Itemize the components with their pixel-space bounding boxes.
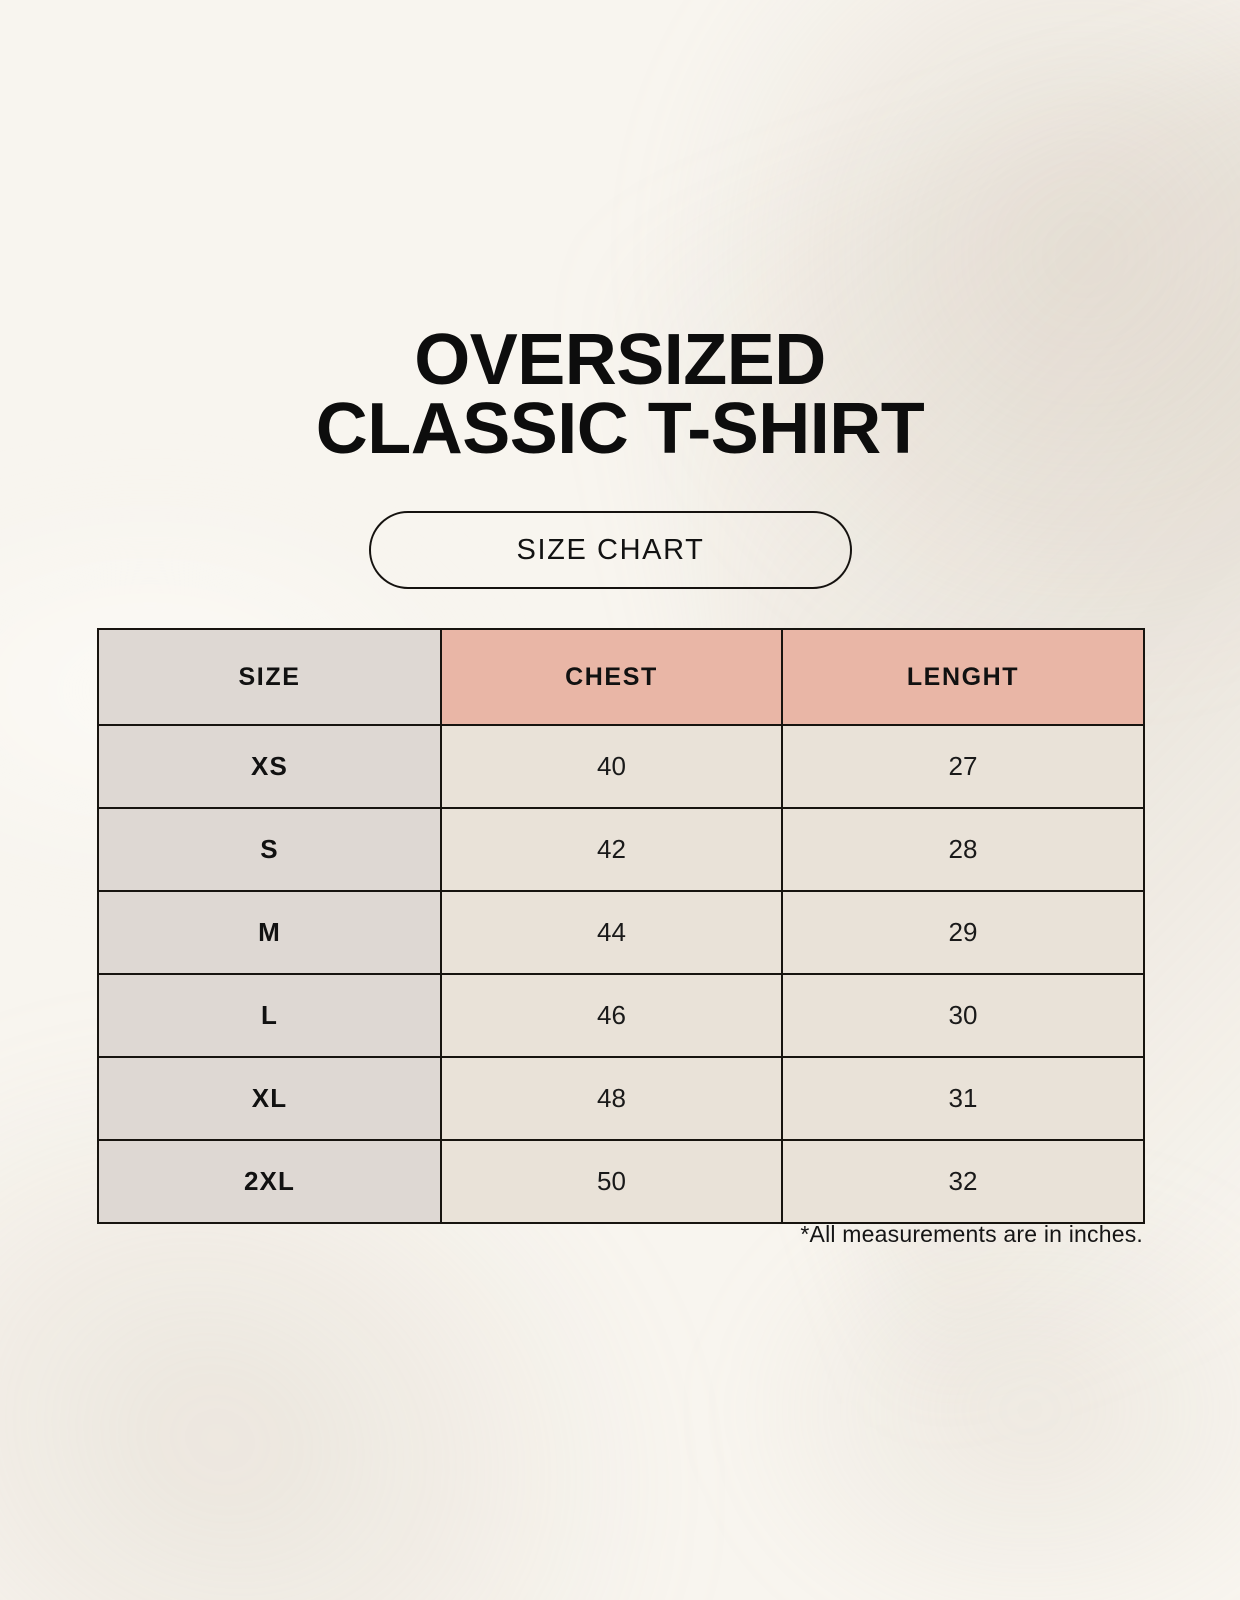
cell-length: 32	[781, 1139, 1145, 1224]
table-row: XL 48 31	[97, 1056, 1145, 1141]
table-row: M 44 29	[97, 890, 1145, 975]
cell-length: 31	[781, 1056, 1145, 1141]
cell-size: M	[97, 890, 442, 975]
cell-size: L	[97, 973, 442, 1058]
cell-length: 28	[781, 807, 1145, 892]
table-header-row: SIZE CHEST LENGHT	[97, 628, 1145, 726]
cell-size: 2XL	[97, 1139, 442, 1224]
cell-length: 27	[781, 724, 1145, 809]
cell-chest: 44	[440, 890, 783, 975]
cell-size: S	[97, 807, 442, 892]
table-row: 2XL 50 32	[97, 1139, 1145, 1224]
cell-chest: 48	[440, 1056, 783, 1141]
table-row: L 46 30	[97, 973, 1145, 1058]
size-chart-badge-label: SIZE CHART	[516, 533, 705, 566]
size-chart-table: SIZE CHEST LENGHT XS 40 27 S 42 28 M	[97, 628, 1145, 1224]
size-chart-badge: SIZE CHART	[369, 511, 852, 589]
cell-chest: 46	[440, 973, 783, 1058]
column-header-chest: CHEST	[440, 628, 783, 726]
cell-chest: 40	[440, 724, 783, 809]
cell-length: 30	[781, 973, 1145, 1058]
measurement-units-note: *All measurements are in inches.	[800, 1221, 1143, 1247]
size-chart-table-wrapper: SIZE CHEST LENGHT XS 40 27 S 42 28 M	[97, 628, 1145, 1224]
column-header-size: SIZE	[97, 628, 442, 726]
cell-size: XL	[97, 1056, 442, 1141]
column-header-length: LENGHT	[781, 628, 1145, 726]
table-row: XS 40 27	[97, 724, 1145, 809]
cell-length: 29	[781, 890, 1145, 975]
cell-size: XS	[97, 724, 442, 809]
table-row: S 42 28	[97, 807, 1145, 892]
cell-chest: 42	[440, 807, 783, 892]
page-title: OVERSIZED CLASSIC T-SHIRT	[315, 320, 925, 469]
cell-chest: 50	[440, 1139, 783, 1224]
